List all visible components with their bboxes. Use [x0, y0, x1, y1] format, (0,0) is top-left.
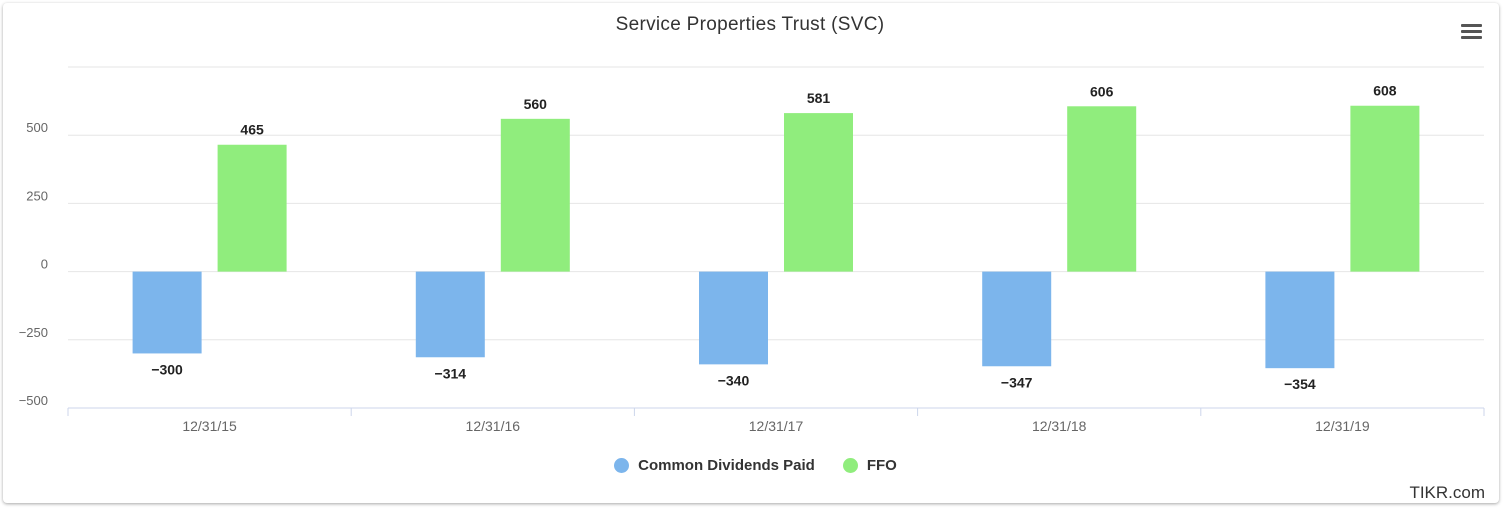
data-label: −354 — [1284, 376, 1316, 392]
bar-common-dividends-paid[interactable] — [699, 271, 768, 365]
x-tick-label: 12/31/15 — [182, 418, 237, 434]
data-label: −314 — [435, 365, 467, 381]
data-label: 581 — [807, 90, 831, 106]
bar-common-dividends-paid[interactable] — [415, 271, 485, 358]
data-label: −340 — [718, 372, 750, 388]
y-tick-label: −250 — [19, 325, 48, 340]
y-tick-label: 500 — [26, 120, 48, 135]
y-axis-ticks: −500 −250 0 250 500 — [19, 120, 48, 408]
data-label: −300 — [151, 361, 183, 377]
credit-link[interactable]: TIKR.com — [1409, 483, 1485, 502]
data-label: −347 — [1001, 374, 1033, 390]
legend-label: FFO — [866, 457, 897, 474]
legend-marker — [614, 458, 630, 473]
data-label: 608 — [1373, 83, 1397, 99]
y-tick-label: −500 — [19, 393, 48, 408]
x-tick-label: 12/31/19 — [1315, 418, 1370, 434]
data-labels: −300 465 −314 560 −340 581 −347 606 −354 608 — [151, 83, 1396, 392]
bar-ffo[interactable] — [1067, 106, 1137, 272]
chart-plot: −500 −250 0 250 500 −300 465 −314 560 −340 581 −34… — [19, 66, 1485, 434]
legend: Common Dividends Paid FFO — [0, 457, 1511, 474]
y-tick-label: 0 — [41, 257, 48, 272]
x-tick-label: 12/31/18 — [1032, 418, 1087, 434]
x-axis: 12/31/15 12/31/16 12/31/17 12/31/18 12/31/19 — [67, 407, 1485, 434]
chart-title: Service Properties Trust (SVC) — [615, 14, 885, 35]
y-tick-label: 250 — [26, 188, 48, 203]
data-label: 606 — [1090, 83, 1114, 99]
bar-common-dividends-paid[interactable] — [132, 271, 202, 354]
legend-label: Common Dividends Paid — [638, 457, 815, 474]
legend-item-ffo[interactable]: FFO — [842, 457, 897, 474]
x-tick-label: 12/31/16 — [466, 418, 521, 434]
bar-ffo[interactable] — [784, 113, 853, 272]
bar-ffo[interactable] — [1350, 105, 1420, 272]
data-label: 465 — [240, 122, 264, 138]
data-label: 560 — [524, 96, 548, 112]
bars — [132, 105, 1420, 369]
grid-lines — [68, 66, 1484, 341]
bar-ffo[interactable] — [500, 118, 570, 272]
legend-marker — [842, 458, 858, 473]
x-tick-label: 12/31/17 — [749, 418, 804, 434]
legend-item-common-dividends-paid[interactable]: Common Dividends Paid — [614, 457, 815, 474]
bar-ffo[interactable] — [217, 144, 287, 272]
bar-common-dividends-paid[interactable] — [1265, 271, 1335, 369]
bar-common-dividends-paid[interactable] — [982, 271, 1052, 367]
hamburger-menu-icon[interactable] — [1461, 24, 1482, 40]
